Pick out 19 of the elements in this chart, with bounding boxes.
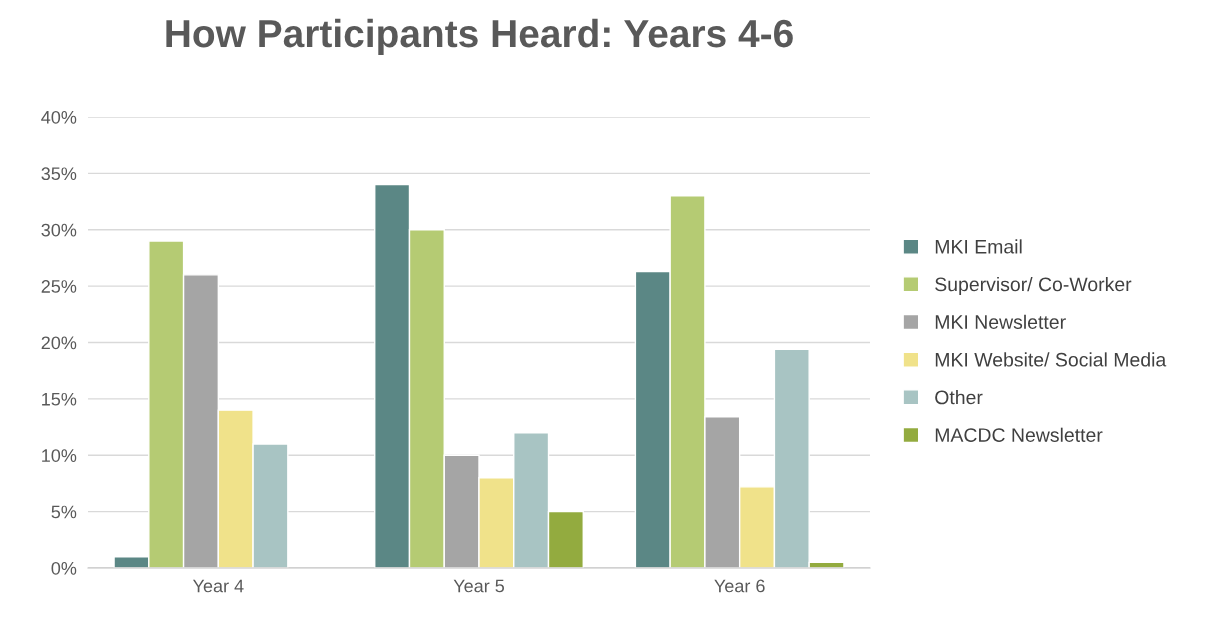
x-tick-label: Year 5 (453, 579, 505, 593)
y-tick-label: 10% (42, 449, 77, 462)
y-tick-label: 35% (41, 167, 77, 181)
legend-label: Other (935, 390, 983, 405)
x-tick-label: Year 4 (192, 579, 244, 593)
y-tick-label: 0% (51, 561, 77, 575)
legend-label: MACDC Newsletter (935, 427, 1103, 442)
y-tick-label: 15% (42, 392, 77, 406)
y-tick-label: 5% (51, 505, 77, 519)
y-tick-label: 20% (41, 336, 77, 350)
legend-label: Supervisor/ Co-Worker (935, 276, 1132, 296)
x-tick-label: Year 6 (714, 579, 765, 593)
y-tick-label: 25% (41, 280, 77, 293)
chart-title: How Participants Heard: Years 4-6 (166, 18, 793, 56)
legend-label: MKI Newsletter (935, 314, 1066, 329)
legend-label: MKI Website/ Social Media (935, 352, 1167, 367)
legend-label: MKI Email (935, 239, 1022, 254)
y-tick-label: 40% (41, 110, 77, 124)
y-tick-label: 30% (41, 223, 77, 237)
